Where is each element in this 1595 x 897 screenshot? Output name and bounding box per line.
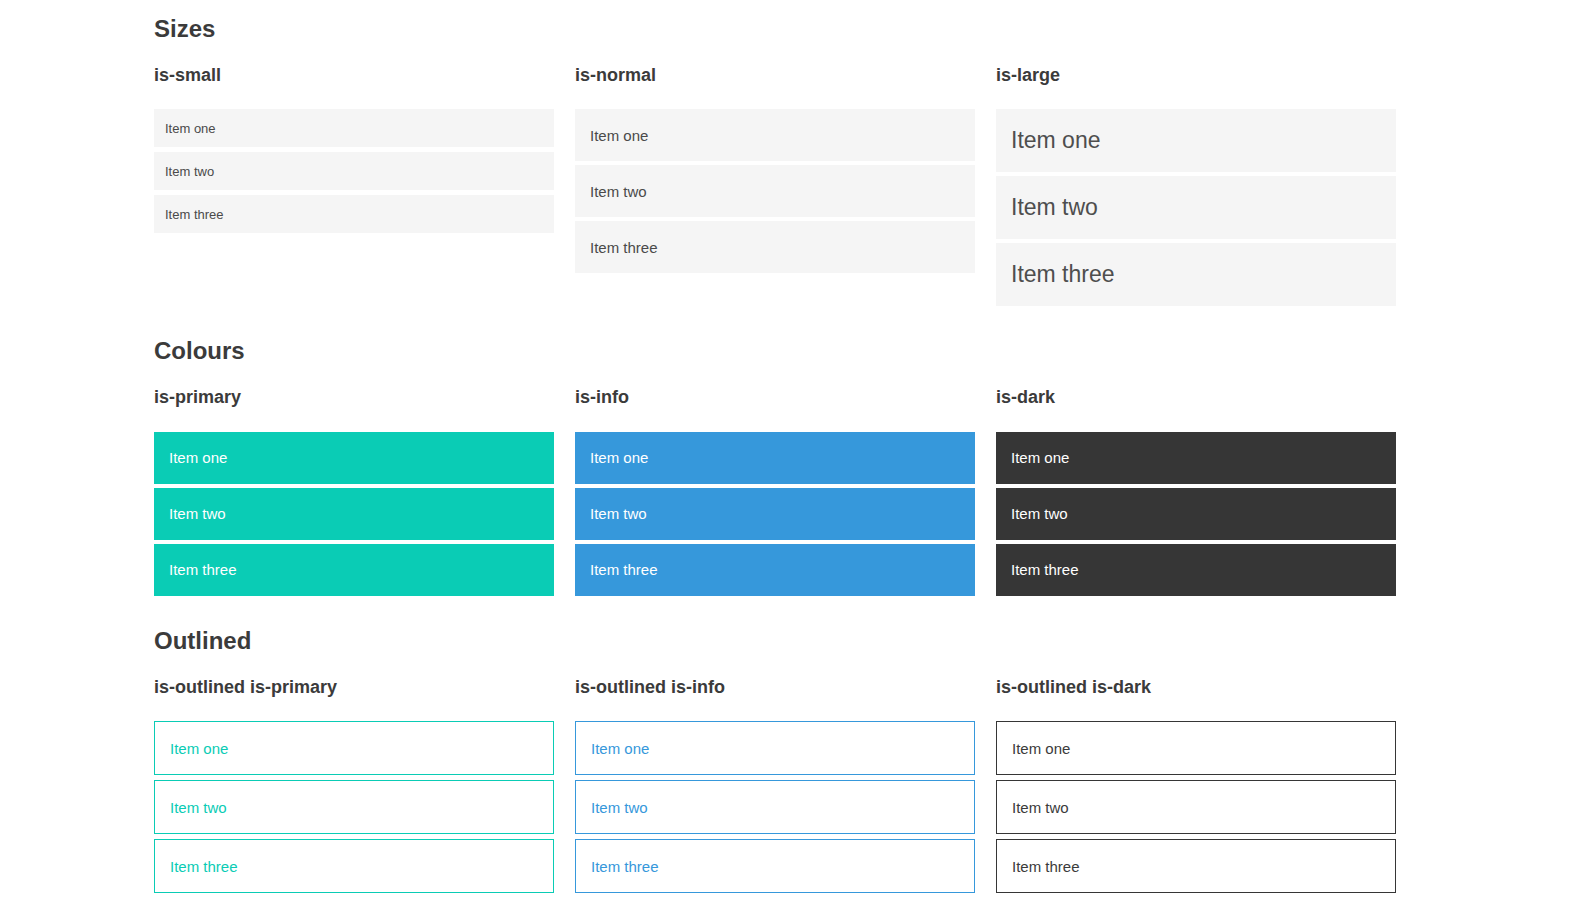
menu-list-outlined-dark: Item oneItem twoItem three — [996, 721, 1396, 893]
menu-item[interactable]: Item one — [575, 109, 975, 161]
group-primary: is-primary Item oneItem twoItem three — [154, 383, 554, 600]
menu-item[interactable]: Item one — [154, 109, 554, 147]
section-outlined: Outlinedis-outlined is-primaryItem oneIt… — [154, 627, 1396, 897]
section-grid-sizes: is-smallItem oneItem twoItem threeis-nor… — [154, 61, 1396, 311]
group-title-outlined-info: is-outlined is-info — [575, 677, 975, 698]
menu-item[interactable]: Item one — [996, 109, 1396, 172]
menu-item[interactable]: Item two — [996, 780, 1396, 834]
menu-list-showcase-page: Sizesis-smallItem oneItem twoItem threei… — [154, 0, 1396, 897]
group-title-normal: is-normal — [575, 65, 975, 86]
menu-item[interactable]: Item three — [575, 544, 975, 596]
menu-item[interactable]: Item three — [575, 839, 975, 893]
menu-item[interactable]: Item two — [996, 488, 1396, 540]
menu-item[interactable]: Item two — [154, 152, 554, 190]
group-outlined-info: is-outlined is-info Item oneItem twoItem … — [575, 673, 975, 897]
section-title-sizes: Sizes — [154, 15, 1396, 44]
menu-list-info: Item oneItem twoItem three — [575, 432, 975, 596]
group-title-info: is-info — [575, 387, 975, 408]
menu-list-large: Item oneItem twoItem three — [996, 109, 1396, 306]
group-title-outlined-primary: is-outlined is-primary — [154, 677, 554, 698]
menu-item[interactable]: Item one — [996, 721, 1396, 775]
menu-item[interactable]: Item three — [154, 839, 554, 893]
group-title-dark: is-dark — [996, 387, 1396, 408]
group-normal: is-normal Item oneItem twoItem three — [575, 61, 975, 278]
menu-item[interactable]: Item one — [575, 721, 975, 775]
menu-item[interactable]: Item three — [575, 221, 975, 273]
menu-item[interactable]: Item three — [996, 243, 1396, 306]
menu-item[interactable]: Item three — [154, 544, 554, 596]
menu-list-outlined-info: Item oneItem twoItem three — [575, 721, 975, 893]
menu-item[interactable]: Item three — [154, 195, 554, 233]
menu-item[interactable]: Item one — [996, 432, 1396, 484]
menu-item[interactable]: Item one — [575, 432, 975, 484]
group-title-outlined-dark: is-outlined is-dark — [996, 677, 1396, 698]
group-title-large: is-large — [996, 65, 1396, 86]
menu-item[interactable]: Item two — [154, 780, 554, 834]
section-grid-colours: is-primaryItem oneItem twoItem threeis-i… — [154, 383, 1396, 600]
menu-list-outlined-primary: Item oneItem twoItem three — [154, 721, 554, 893]
group-outlined-primary: is-outlined is-primary Item oneItem twoIt… — [154, 673, 554, 897]
group-small: is-small Item one Item two Item three — [154, 61, 554, 239]
section-title-outlined: Outlined — [154, 627, 1396, 656]
menu-item[interactable]: Item two — [154, 488, 554, 540]
menu-list-dark: Item oneItem twoItem three — [996, 432, 1396, 596]
group-info: is-info Item oneItem twoItem three — [575, 383, 975, 600]
section-title-colours: Colours — [154, 337, 1396, 366]
menu-list-primary: Item oneItem twoItem three — [154, 432, 554, 596]
group-large: is-large Item oneItem twoItem three — [996, 61, 1396, 311]
group-title-small: is-small — [154, 65, 554, 86]
menu-item[interactable]: Item two — [575, 488, 975, 540]
menu-list-small: Item one Item two Item three — [154, 109, 554, 233]
group-outlined-dark: is-outlined is-dark Item oneItem twoItem … — [996, 673, 1396, 897]
menu-list-normal: Item oneItem twoItem three — [575, 109, 975, 273]
menu-item[interactable]: Item one — [154, 721, 554, 775]
section-sizes: Sizesis-smallItem oneItem twoItem threei… — [154, 15, 1396, 310]
group-dark: is-dark Item oneItem twoItem three — [996, 383, 1396, 600]
menu-item[interactable]: Item three — [996, 544, 1396, 596]
menu-item[interactable]: Item two — [996, 176, 1396, 239]
group-title-primary: is-primary — [154, 387, 554, 408]
section-colours: Coloursis-primaryItem oneItem twoItem th… — [154, 337, 1396, 599]
menu-item[interactable]: Item three — [996, 839, 1396, 893]
menu-item[interactable]: Item one — [154, 432, 554, 484]
menu-item[interactable]: Item two — [575, 165, 975, 217]
menu-item[interactable]: Item two — [575, 780, 975, 834]
section-grid-outlined: is-outlined is-primaryItem oneItem twoIt… — [154, 673, 1396, 897]
